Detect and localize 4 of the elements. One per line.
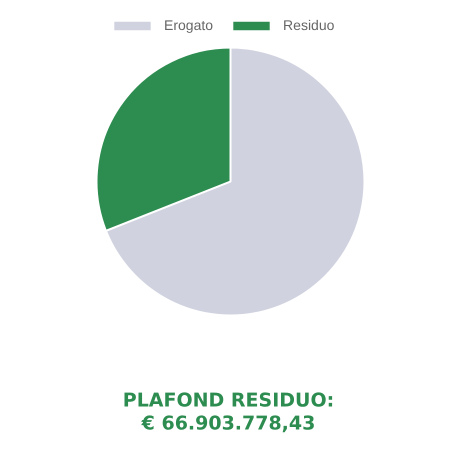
legend-label: Erogato	[164, 17, 214, 33]
text: € 66.903.778,43	[140, 412, 316, 434]
legend-label: Residuo	[283, 17, 334, 33]
text: PLAFOND RESIDUO:	[122, 390, 334, 412]
